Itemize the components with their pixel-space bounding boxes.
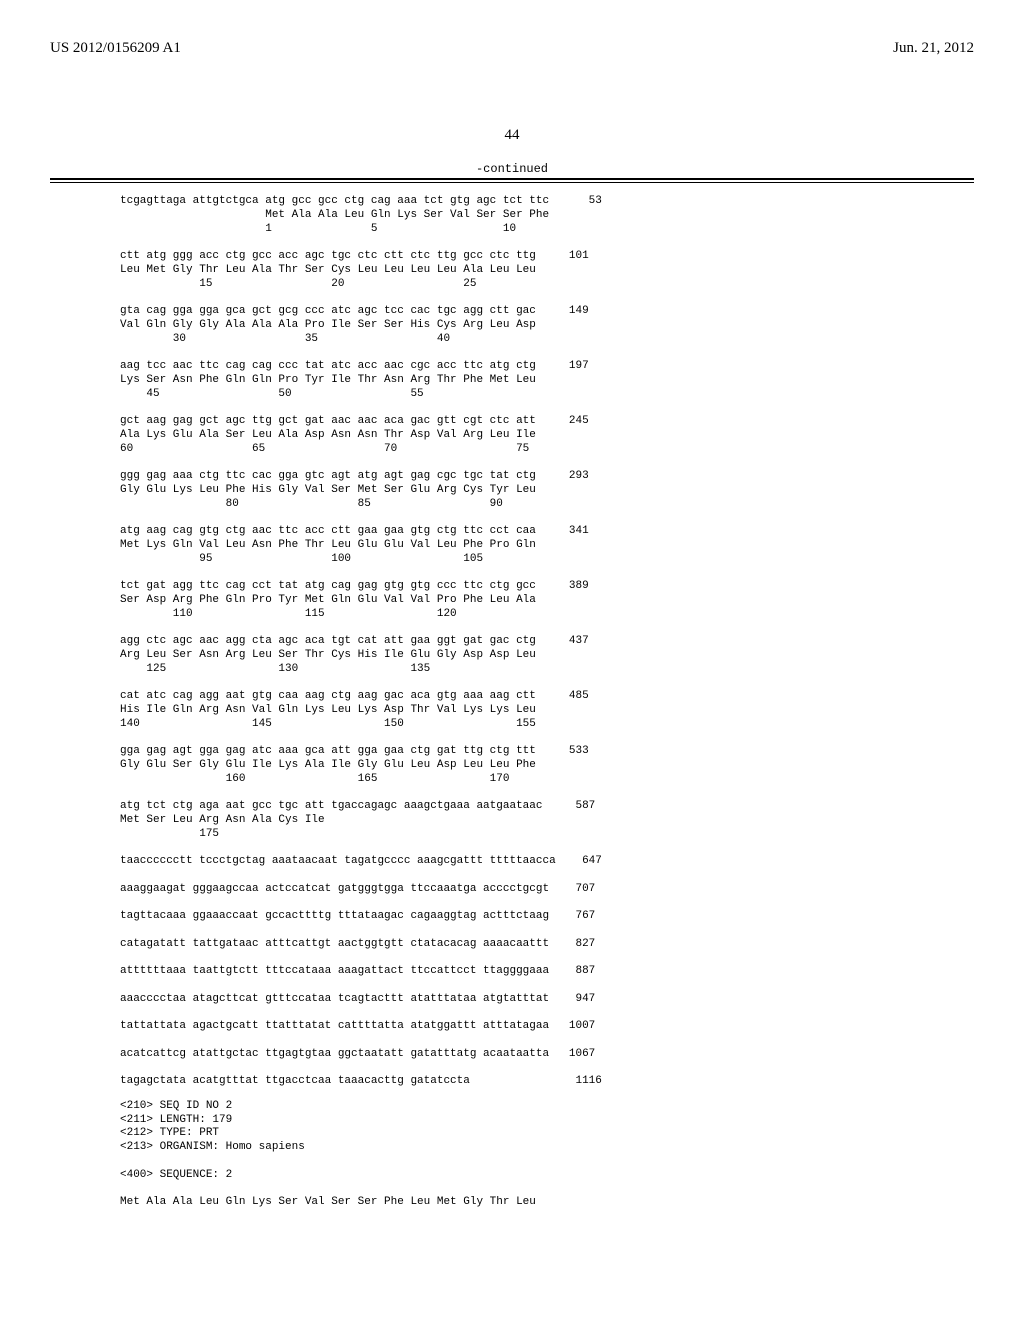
publication-number: US 2012/0156209 A1 [50, 40, 181, 57]
sequence-metadata: <210> SEQ ID NO 2 <211> LENGTH: 179 <212… [120, 1100, 974, 1210]
rule-top-thin [50, 182, 974, 183]
rule-top-thick [50, 178, 974, 180]
publication-date: Jun. 21, 2012 [893, 40, 974, 57]
continued-label: -continued [50, 162, 974, 176]
page-number: 44 [50, 127, 974, 144]
header-row: US 2012/0156209 A1 Jun. 21, 2012 [50, 40, 974, 57]
sequence-listing: tcgagttaga attgtctgca atg gcc gcc ctg ca… [120, 195, 974, 1089]
